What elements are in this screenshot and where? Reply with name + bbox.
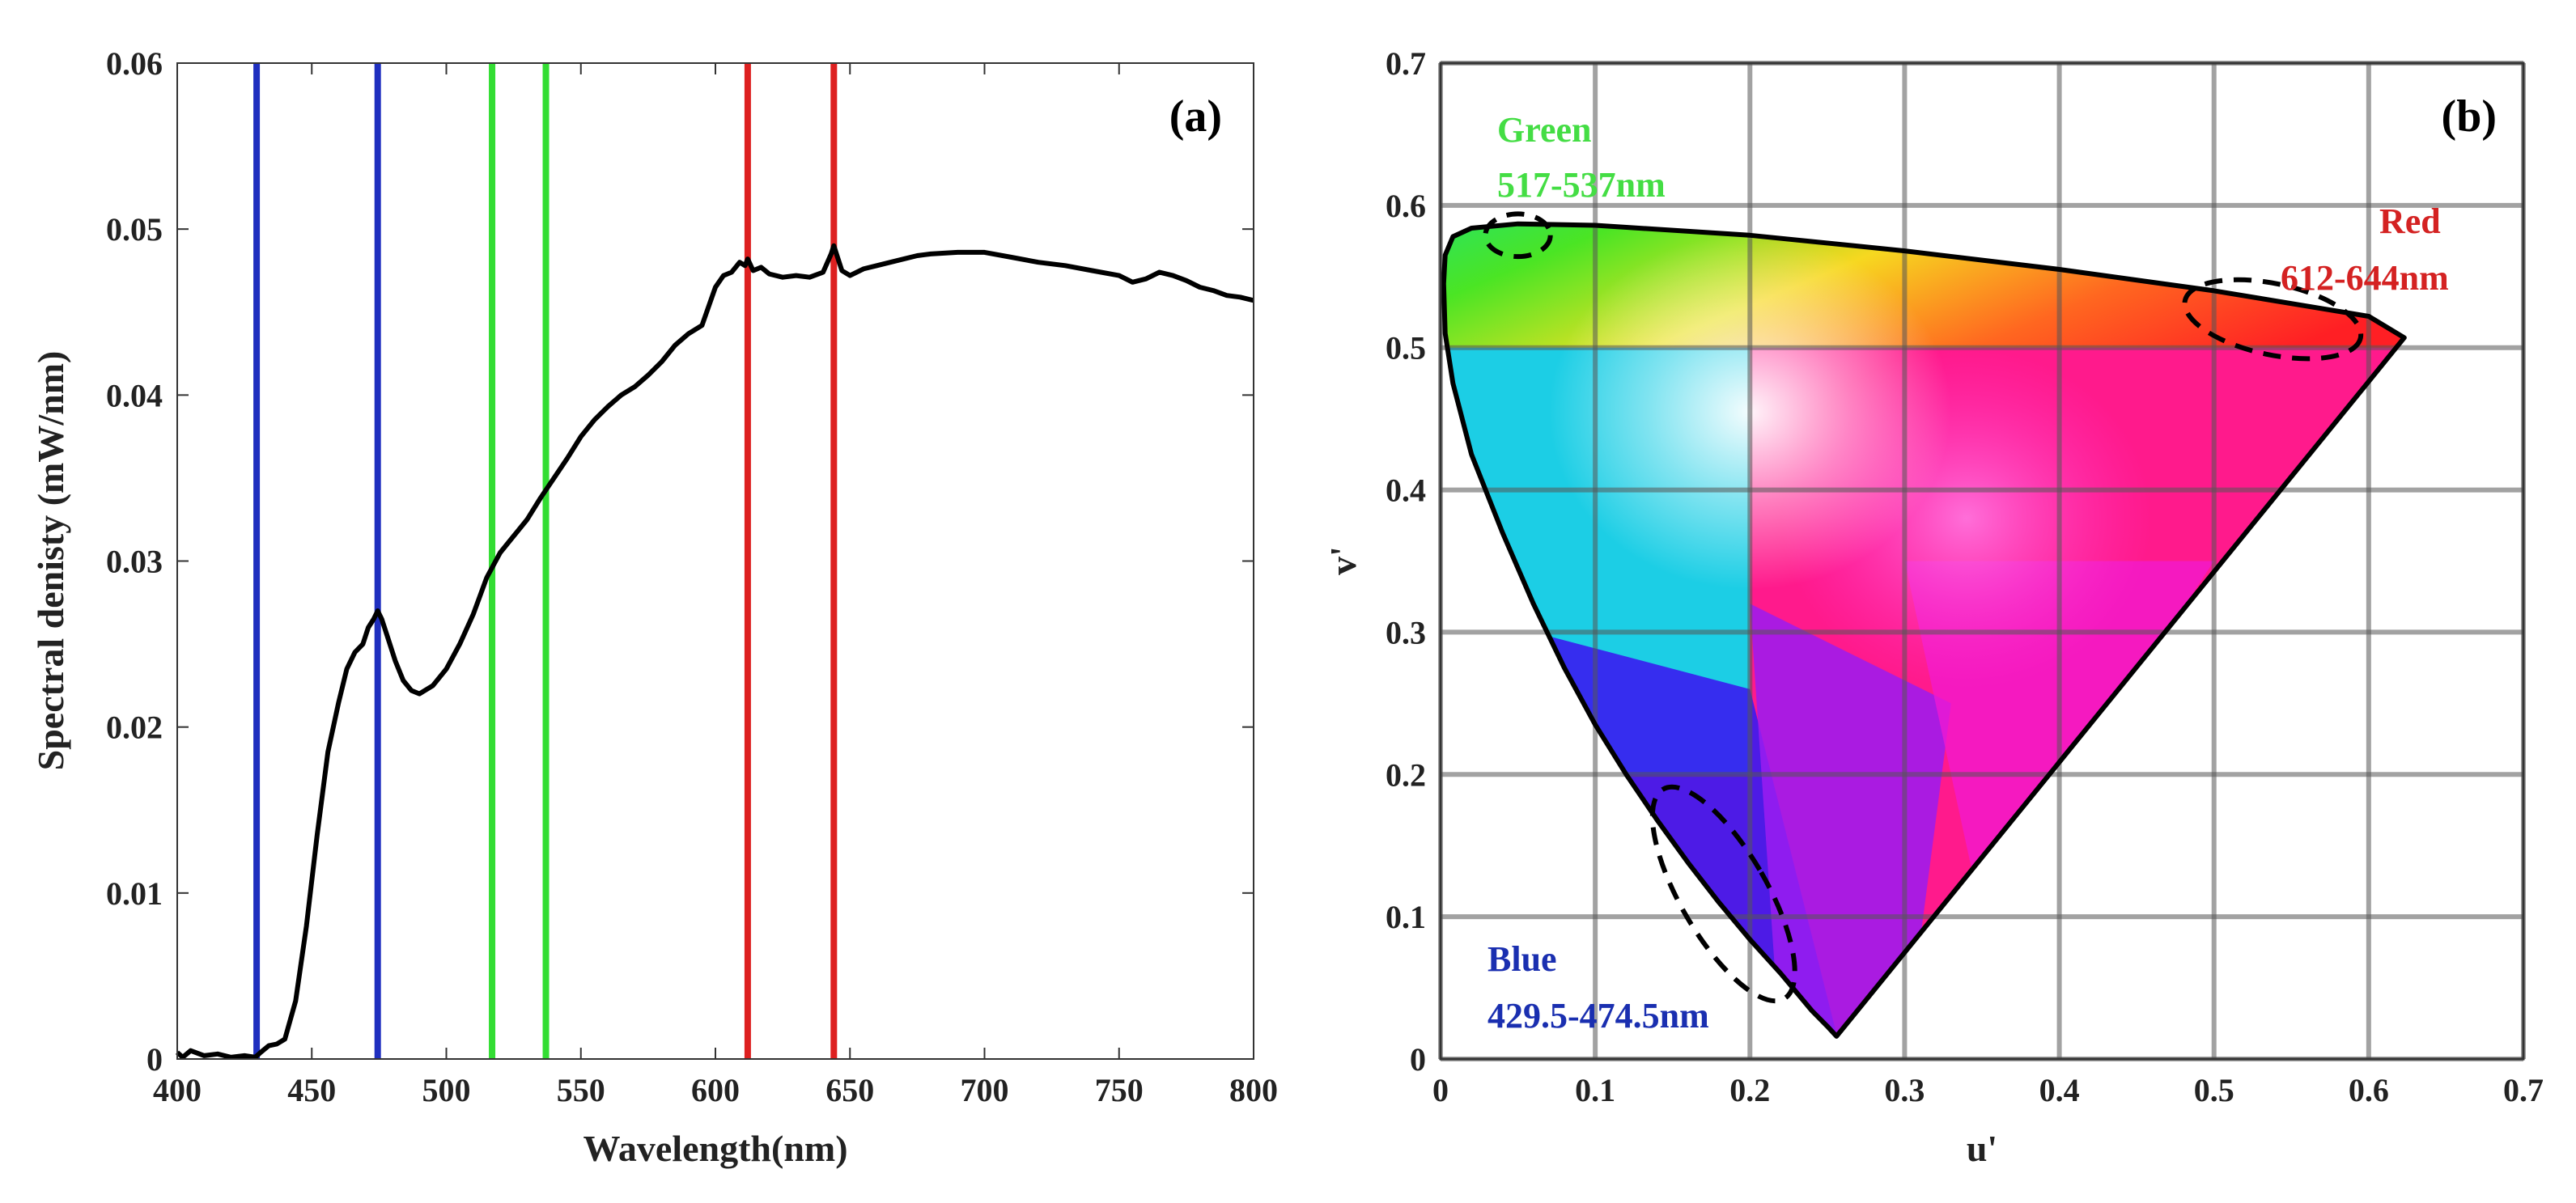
x-tick-labels-a: 400 450 500 550 600 650 700 750 800 [153,63,1278,1108]
y-tick-label: 0 [146,1041,163,1078]
red-range: 612-644nm [2281,258,2449,298]
green-range: 517-537nm [1497,165,1666,205]
green-label: Green [1497,110,1592,150]
x-tick-label: 0.6 [2349,1072,2389,1108]
x-tick-label: 0 [1432,1072,1449,1108]
y-tick-label: 0.01 [106,875,163,912]
spectral-locus [1441,221,2407,1039]
green-range-ellipse [1483,211,1553,260]
x-tick-label: 500 [422,1072,471,1108]
spectrum-panel: 400 450 500 550 600 650 700 750 800 0 0.01 0.02 0.0… [30,45,1278,1169]
y-tick-label: 0.02 [106,710,163,746]
y-tick-labels-a: 0 0.01 0.02 0.03 0.04 0.05 0.06 [106,45,1254,1078]
x-axis-label-a: Wavelength(nm) [583,1128,847,1169]
x-tick-label: 650 [825,1072,874,1108]
blue-label: Blue [1487,939,1557,979]
y-tick-label: 0.05 [106,211,163,248]
x-tick-label: 0.2 [1729,1072,1770,1108]
y-axis-label-b: v' [1322,546,1364,575]
y-tick-label: 0.03 [106,544,163,580]
y-axis-label-a: Spectral denisty (mW/nm) [30,351,71,771]
y-tick-label: 0.5 [1386,330,1426,366]
panel-label-b: (b) [2442,91,2497,142]
x-tick-label: 400 [153,1072,202,1108]
y-tick-label: 0.2 [1386,756,1426,793]
y-tick-label: 0.04 [106,377,163,413]
x-tick-label: 550 [557,1072,605,1108]
y-tick-label: 0.6 [1386,188,1426,224]
y-tick-label: 0 [1410,1041,1426,1078]
spectral-density-curve [175,243,1254,1060]
panel-label-a: (a) [1169,91,1222,142]
y-tick-label: 0.06 [106,45,163,82]
x-axis-label-b: u' [1967,1128,1997,1169]
y-tick-label: 0.4 [1386,472,1426,509]
wavelength-range-ellipses [1483,211,2364,1004]
x-tick-label: 600 [691,1072,740,1108]
x-tick-label: 800 [1229,1072,1278,1108]
x-tick-labels-b: 0 0.1 0.2 0.3 0.4 0.5 0.6 0.7 [1432,1072,2544,1108]
x-tick-label: 0.7 [2503,1072,2544,1108]
y-tick-label: 0.3 [1386,614,1426,650]
y-tick-label: 0.7 [1386,45,1426,82]
red-label: Red [2379,201,2441,241]
gamut-fill [1443,223,2404,1036]
y-tick-label: 0.1 [1386,899,1426,935]
y-tick-labels-b: 0 0.1 0.2 0.3 0.4 0.5 0.6 0.7 [1386,45,1426,1078]
x-tick-label: 0.3 [1884,1072,1925,1108]
blue-range-ellipse [1649,784,1797,1004]
x-tick-label: 750 [1095,1072,1144,1108]
chromaticity-panel: 0 0.1 0.2 0.3 0.4 0.5 0.6 0.7 00.10.20.30.40.50… [1322,45,2544,1169]
wavelength-band-lines [253,63,838,1059]
red-range-ellipse [2182,277,2364,362]
x-tick-label: 0.4 [2039,1072,2080,1108]
x-tick-label: 0.1 [1575,1072,1615,1108]
plot-frame-a [176,62,1254,1060]
plot-frame-b [1439,61,2525,1061]
blue-range: 429.5-474.5nm [1487,996,1709,1036]
x-tick-label: 700 [961,1072,1009,1108]
x-tick-label: 0.5 [2194,1072,2234,1108]
x-tick-label: 450 [287,1072,336,1108]
